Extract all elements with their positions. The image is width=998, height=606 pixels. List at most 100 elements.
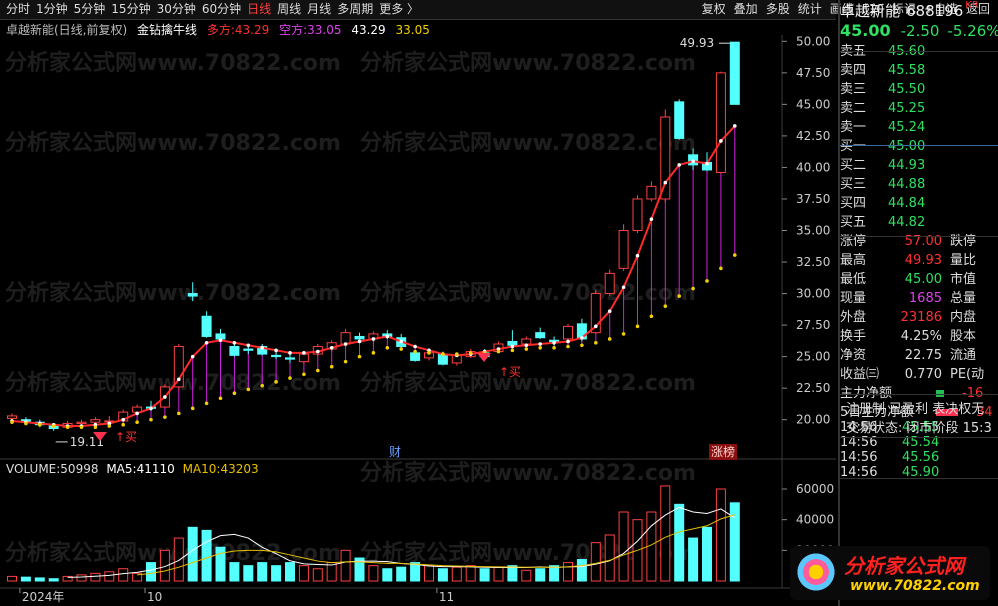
- indicator-dot: [65, 425, 70, 430]
- period-tab[interactable]: 30分钟: [156, 2, 196, 16]
- watermark: 分析家公式网www.70822.com: [5, 370, 341, 396]
- stock-title: 卓越新能(日线,前复权): [6, 23, 128, 37]
- volume-bar: [729, 502, 740, 582]
- quote-row: 最高 49.93 量比: [840, 249, 998, 268]
- high-label: 49.93: [680, 36, 714, 50]
- indicator-dot: [357, 354, 362, 359]
- indicator-dot: [427, 351, 431, 355]
- legend-name: VOLUME:: [6, 462, 61, 476]
- tool-button[interactable]: 叠加: [733, 2, 758, 16]
- indicator-dot: [302, 372, 306, 377]
- period-tab[interactable]: 60分钟: [201, 2, 242, 16]
- event-label: 涨榜: [711, 444, 735, 459]
- tool-button[interactable]: F10: [861, 2, 884, 16]
- quote-row: 净资 22.75 流通: [840, 344, 998, 363]
- volume-bar: [507, 565, 518, 582]
- stat-label: 跌停: [950, 234, 977, 249]
- indicator-dot: [399, 339, 404, 344]
- candle-body: [715, 72, 726, 173]
- volume-bar: [410, 562, 421, 582]
- indicator-dot: [427, 348, 431, 353]
- period-tab[interactable]: 多周期: [337, 2, 374, 16]
- stat-label: 现量: [840, 291, 867, 306]
- period-tab[interactable]: 月线: [307, 2, 332, 16]
- y-tick-label: 25.00: [796, 350, 830, 364]
- candle-body: [298, 353, 309, 363]
- quote-row: 最低 45.00 市值: [840, 268, 998, 287]
- candle-body: [604, 272, 615, 295]
- volume-bar: [660, 485, 671, 582]
- tool-button[interactable]: 标记: [891, 2, 916, 16]
- candle-body: [354, 335, 365, 340]
- period-tab[interactable]: 1分钟: [36, 2, 68, 16]
- volume-bar: [34, 577, 45, 582]
- tool-button[interactable]: 画线: [829, 2, 854, 16]
- stat-label: 涨停: [840, 234, 867, 249]
- y-tick-label: 50.00: [796, 34, 830, 48]
- period-tab[interactable]: 5分钟: [73, 2, 106, 16]
- volume-bar: [535, 568, 546, 582]
- y-tick-label: 37.50: [796, 192, 830, 206]
- volume-bar: [618, 511, 629, 582]
- y-tick-label: 30.00: [796, 287, 830, 301]
- candle-body: [7, 415, 17, 419]
- tool-button[interactable]: +自选: [923, 2, 958, 16]
- volume-bar: [688, 537, 699, 582]
- y-tick-label: 35.00: [796, 223, 830, 237]
- volume-bar: [715, 488, 726, 582]
- candle-body: [521, 338, 532, 345]
- watermark: 分析家公式网www.70822.com: [360, 130, 696, 156]
- indicator-dot: [441, 352, 445, 356]
- legend-value: 33.05: [307, 23, 342, 37]
- tool-button[interactable]: 返回: [965, 2, 990, 16]
- volume-bar: [479, 568, 490, 582]
- trade-status: 交易状态: 闭市阶段 15:3: [846, 421, 992, 436]
- volume-bar: [437, 568, 448, 582]
- indicator-dot: [621, 285, 626, 290]
- period-tab[interactable]: 日线: [247, 2, 272, 16]
- flow-bar: [936, 409, 958, 416]
- flow-value: -16: [962, 386, 984, 401]
- indicator-dot: [385, 345, 390, 350]
- period-tab[interactable]: 分时: [6, 2, 31, 16]
- stat-value: 57.00: [904, 234, 942, 249]
- quote-row: 卖三 45.50: [840, 78, 998, 97]
- quote-row: 14:56 45.54: [840, 435, 998, 450]
- volume-bar: [229, 562, 240, 582]
- stat-label: 最低: [840, 272, 867, 287]
- tool-button[interactable]: 多股: [765, 2, 790, 16]
- volume-bar: [285, 562, 295, 582]
- indicator-dot: [177, 377, 181, 382]
- indicator-dot: [121, 422, 125, 427]
- indicator-dot: [719, 139, 723, 143]
- quote-row: 买五 44.82: [840, 211, 998, 230]
- book-label: 卖五: [840, 44, 867, 59]
- candle-body: [563, 325, 573, 340]
- indicator-dot: [580, 343, 584, 348]
- divider: [840, 236, 998, 237]
- legend-value: 33.05: [395, 23, 430, 37]
- period-tab[interactable]: 更多 〉: [379, 2, 420, 16]
- tool-button[interactable]: 复权: [701, 2, 726, 16]
- candle-body: [590, 293, 601, 334]
- tick-time: 14:56: [840, 465, 878, 480]
- tool-button[interactable]: 统计: [797, 2, 822, 16]
- indicator-dot: [10, 420, 14, 425]
- y-tick-label: 42.50: [796, 129, 830, 143]
- stock-tag: KR: [965, 0, 979, 11]
- volume-bar: [590, 542, 601, 582]
- last-price: 45.00: [840, 21, 891, 40]
- y-tick-label: 40.00: [796, 160, 830, 174]
- price-change-pct: -5.26%: [947, 22, 998, 40]
- toolbar: 分时 1分钟 5分钟 15分钟 30分钟 60分钟 日线 周线 月线 多周期 更多 〉: [0, 0, 836, 20]
- indicator-dot: [204, 340, 209, 345]
- period-tab[interactable]: 15分钟: [111, 2, 151, 16]
- book-price: 44.84: [888, 196, 926, 211]
- tick-price: 45.55: [902, 420, 940, 435]
- period-tab[interactable]: 周线: [277, 2, 302, 16]
- book-label: 买二: [840, 158, 867, 173]
- y-tick-label: 20.00: [796, 413, 830, 427]
- indicator-dot: [135, 420, 139, 425]
- book-label: 卖三: [840, 82, 867, 97]
- volume-header: VOLUME:50998 MA5:41110 MA10:43203: [6, 462, 263, 476]
